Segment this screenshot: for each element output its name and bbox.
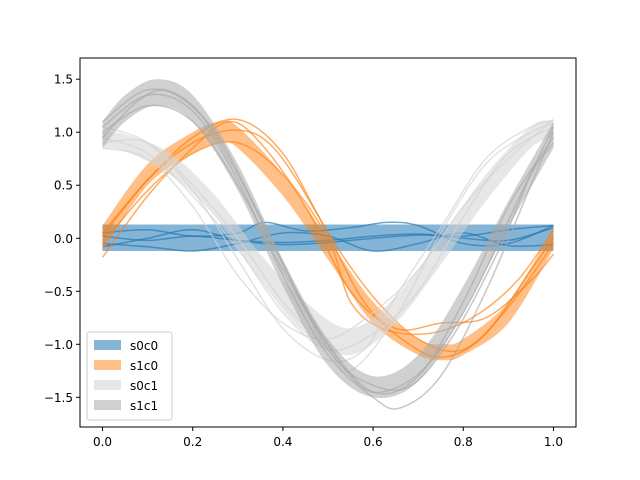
series-layer xyxy=(101,79,555,410)
y-tick-label: −1.5 xyxy=(44,391,73,405)
line-s1c1-0 xyxy=(102,93,555,410)
legend-swatch-s0c0 xyxy=(94,340,121,350)
x-tick-label: 0.8 xyxy=(454,435,473,449)
y-tick-label: 1.5 xyxy=(54,73,73,87)
legend-label-s0c1: s0c1 xyxy=(130,379,158,393)
x-tick-label: 1.0 xyxy=(544,435,563,449)
plot-frame xyxy=(79,57,577,428)
y-tick-label: −1.0 xyxy=(44,338,73,352)
y-axis: −1.5 −1.0 −0.5 0.0 0.5 1.0 1.5 xyxy=(44,73,80,405)
legend-label-s1c0: s1c0 xyxy=(130,359,158,373)
legend-label-s0c0: s0c0 xyxy=(130,339,158,353)
x-tick-label: 0.6 xyxy=(364,435,383,449)
line-s1c1-2 xyxy=(102,104,555,395)
band-s1c0 xyxy=(102,120,554,361)
x-tick-label: 0.0 xyxy=(93,435,112,449)
legend-swatch-s0c1 xyxy=(94,380,121,390)
legend: s0c0 s1c0 s0c1 s1c1 xyxy=(86,331,173,421)
y-tick-label: 0.5 xyxy=(54,179,73,193)
x-tick-label: 0.2 xyxy=(183,435,202,449)
x-tick-label: 0.4 xyxy=(273,435,292,449)
line-s1c1-3 xyxy=(102,88,555,391)
legend-label-s1c1: s1c1 xyxy=(130,399,158,413)
y-tick-label: 0.0 xyxy=(54,232,73,246)
series-s1c1 xyxy=(102,79,555,410)
legend-box xyxy=(86,331,173,421)
legend-swatch-s1c0 xyxy=(94,360,121,370)
x-axis: 0.0 0.2 0.4 0.6 0.8 1.0 xyxy=(93,427,563,449)
y-tick-label: −0.5 xyxy=(44,285,73,299)
legend-swatch-s1c1 xyxy=(94,400,121,410)
line-s1c0-3 xyxy=(101,118,555,353)
y-tick-label: 1.0 xyxy=(54,126,73,140)
line-s1c0-0 xyxy=(101,120,555,331)
